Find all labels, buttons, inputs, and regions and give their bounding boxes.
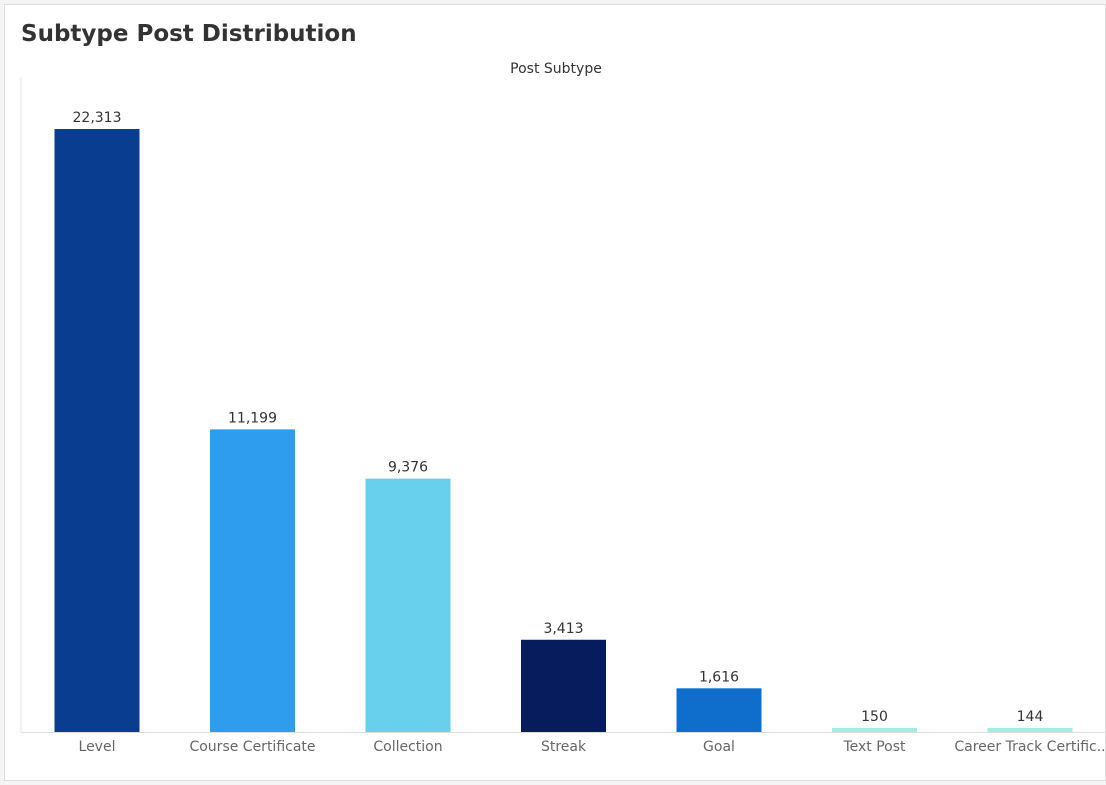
category-tick-label: Goal [703,739,735,755]
chart-panel: Subtype Post Distribution Post Subtype 2… [4,4,1106,781]
bar-level [54,129,140,732]
bar-career-track-certificate [987,728,1073,732]
category-tick-label: Level [79,739,116,755]
category-tick-label: Career Track Certific.. [954,739,1105,755]
category-tick-label: Text Post [842,739,906,755]
bar-text-post [832,727,917,732]
data-label: 3,413 [543,621,583,637]
bar-goal [676,688,762,732]
data-label: 150 [861,709,888,725]
data-label: 1,616 [699,669,739,685]
data-label: 11,199 [228,410,277,426]
data-label: 9,376 [388,460,428,476]
data-label: 144 [1017,709,1044,725]
category-tick-label: Course Certificate [189,739,315,755]
bar-streak [521,639,606,732]
bar-course-certificate [210,429,295,732]
bar-chart: 22,313 Level 11,199 Course Certificate 9,376… [20,77,1106,755]
data-label: 22,313 [73,110,122,126]
category-tick-label: Streak [541,739,587,755]
category-tick-label: Collection [373,739,442,755]
page-title: Subtype Post Distribution [21,21,357,47]
bar-collection [365,478,451,732]
column-header: Post Subtype [510,61,602,77]
